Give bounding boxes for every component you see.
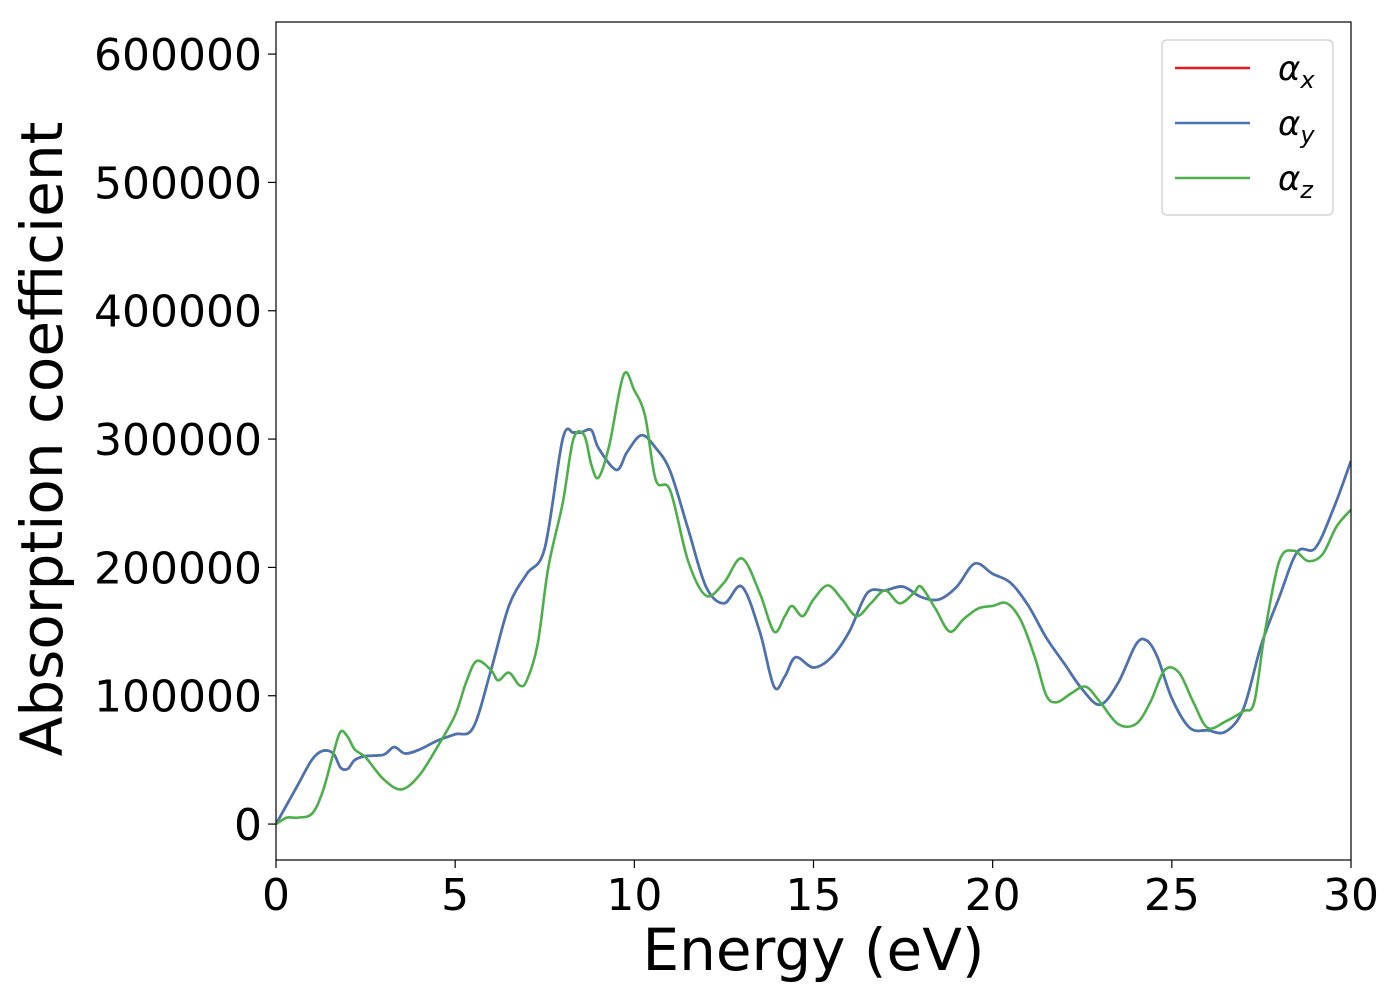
series-line-alpha-y <box>276 427 1351 825</box>
y-axis-title: Absorption coefficient <box>8 122 76 757</box>
series-line-alpha-x <box>276 427 1351 825</box>
legend-label-alpha-x: αx <box>1278 49 1315 94</box>
y-tick-label: 300000 <box>94 415 262 466</box>
legend-label-symbol: α <box>1278 104 1300 144</box>
y-tick-label: 0 <box>234 800 262 851</box>
x-tick-label: 15 <box>786 870 842 921</box>
x-tick-label: 0 <box>262 870 290 921</box>
legend-label-alpha-y: αy <box>1278 104 1315 149</box>
series-layer <box>276 371 1351 826</box>
ticks-layer: 0 5 10 15 20 25 30 0 100000 200000 300000 400000 500… <box>94 30 1379 921</box>
x-tick-label: 30 <box>1323 870 1379 921</box>
legend-label-alpha-z: αz <box>1278 159 1314 204</box>
legend-label-subscript: y <box>1299 121 1315 149</box>
legend-label-symbol: α <box>1278 159 1300 199</box>
x-tick-label: 25 <box>1144 870 1200 921</box>
y-tick-label: 500000 <box>94 158 262 209</box>
x-tick-label: 20 <box>965 870 1021 921</box>
legend-label-subscript: z <box>1299 176 1314 204</box>
legend-label-subscript: x <box>1299 66 1315 94</box>
legend-label-symbol: α <box>1278 49 1300 89</box>
x-axis-title: Energy (eV) <box>642 916 984 984</box>
y-tick-label: 600000 <box>94 30 262 81</box>
y-tick-label: 400000 <box>94 287 262 338</box>
x-tick-label: 10 <box>606 870 662 921</box>
y-tick-label: 200000 <box>94 543 262 594</box>
series-line-alpha-z <box>276 371 1351 826</box>
legend-box <box>1161 39 1334 216</box>
y-tick-label: 100000 <box>94 672 262 723</box>
x-tick-label: 5 <box>441 870 469 921</box>
